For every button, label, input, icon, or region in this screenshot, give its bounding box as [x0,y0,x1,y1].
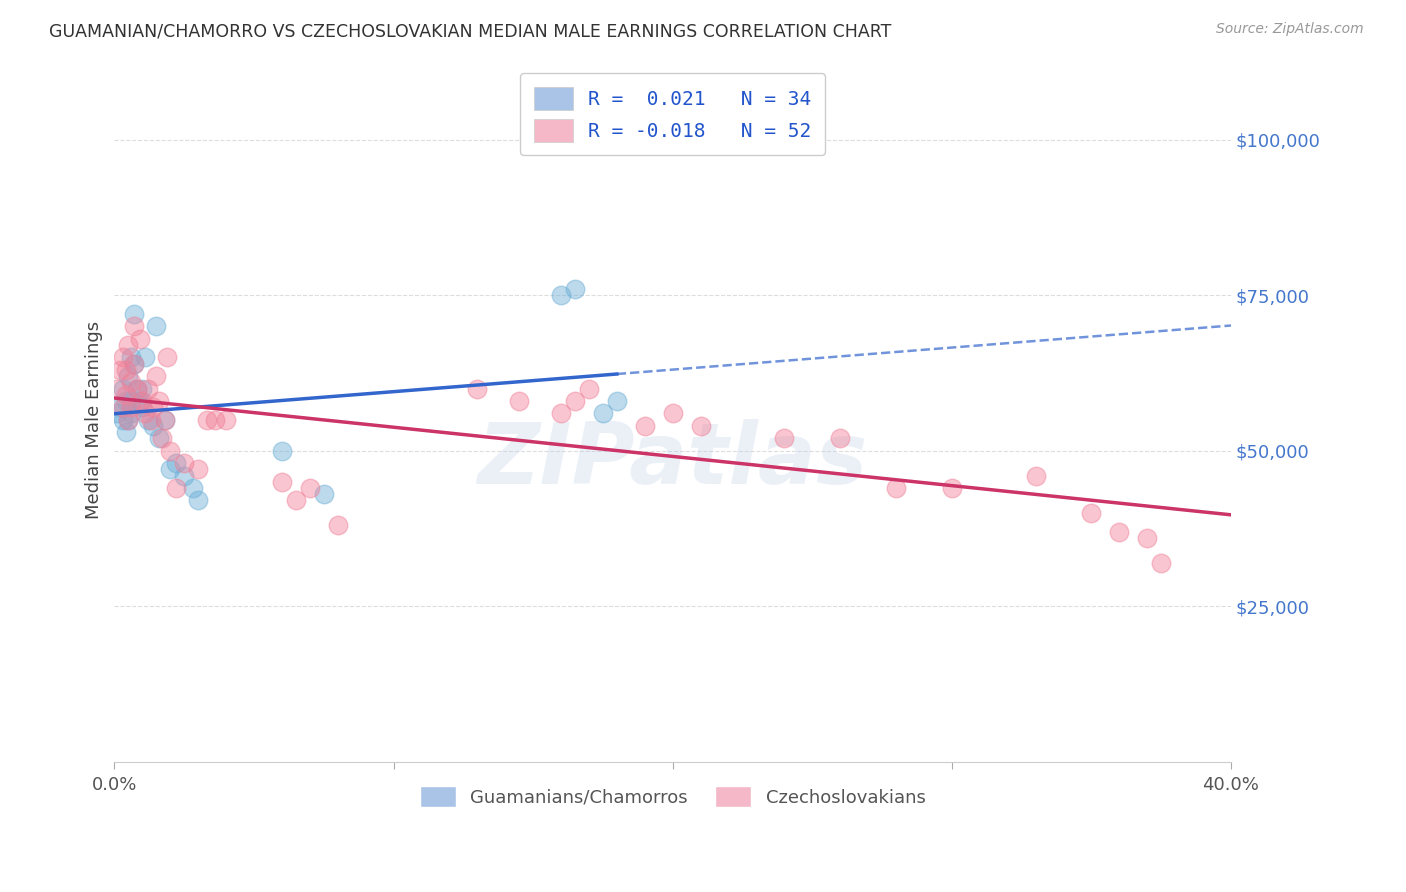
Point [592,406,614,420]
Point [114,363,136,377]
Legend: Guamanians/Chamorros, Czechoslovakians: Guamanians/Chamorros, Czechoslovakians [412,779,932,814]
Point [1025,468,1047,483]
Point [270,443,292,458]
Point [128,332,150,346]
Point [941,481,963,495]
Point [122,319,145,334]
Point [111,351,134,365]
Point [148,393,170,408]
Point [150,431,173,445]
Point [131,400,153,414]
Point [122,357,145,371]
Point [634,418,657,433]
Point [125,382,148,396]
Point [117,412,139,426]
Point [114,393,136,408]
Point [298,481,321,495]
Point [187,493,209,508]
Text: GUAMANIAN/CHAMORRO VS CZECHOSLOVAKIAN MEDIAN MALE EARNINGS CORRELATION CHART: GUAMANIAN/CHAMORRO VS CZECHOSLOVAKIAN ME… [49,22,891,40]
Point [550,406,572,420]
Point [105,406,128,420]
Point [136,382,159,396]
Point [508,393,530,408]
Point [564,282,586,296]
Point [120,406,142,420]
Point [114,425,136,439]
Point [111,412,134,426]
Point [117,338,139,352]
Point [120,400,142,414]
Point [1150,556,1173,570]
Point [773,431,796,445]
Point [134,351,156,365]
Point [173,468,195,483]
Point [120,393,142,408]
Point [131,393,153,408]
Point [830,431,852,445]
Point [134,406,156,420]
Point [156,351,179,365]
Point [142,400,165,414]
Text: Source: ZipAtlas.com: Source: ZipAtlas.com [1216,22,1364,37]
Point [120,376,142,390]
Point [148,431,170,445]
Point [326,518,349,533]
Point [181,481,204,495]
Point [108,400,131,414]
Point [195,412,218,426]
Point [114,388,136,402]
Point [578,382,600,396]
Point [159,443,181,458]
Point [128,393,150,408]
Point [108,363,131,377]
Point [165,481,187,495]
Point [1080,506,1102,520]
Point [117,369,139,384]
Point [270,475,292,489]
Point [1136,531,1159,545]
Point [153,412,176,426]
Point [661,406,683,420]
Point [136,412,159,426]
Point [125,382,148,396]
Point [550,288,572,302]
Point [884,481,907,495]
Point [187,462,209,476]
Point [564,393,586,408]
Point [465,382,488,396]
Point [145,369,167,384]
Point [111,382,134,396]
Point [312,487,335,501]
Point [159,462,181,476]
Point [689,418,711,433]
Point [173,456,195,470]
Point [105,382,128,396]
Point [153,412,176,426]
Y-axis label: Median Male Earnings: Median Male Earnings [86,320,103,518]
Point [120,351,142,365]
Point [139,412,162,426]
Point [1108,524,1130,539]
Point [117,412,139,426]
Point [215,412,238,426]
Point [111,400,134,414]
Point [204,412,226,426]
Point [606,393,628,408]
Point [122,357,145,371]
Text: ZIPatlas: ZIPatlas [478,419,868,502]
Point [122,307,145,321]
Point [142,418,165,433]
Point [145,319,167,334]
Point [131,382,153,396]
Point [165,456,187,470]
Point [284,493,307,508]
